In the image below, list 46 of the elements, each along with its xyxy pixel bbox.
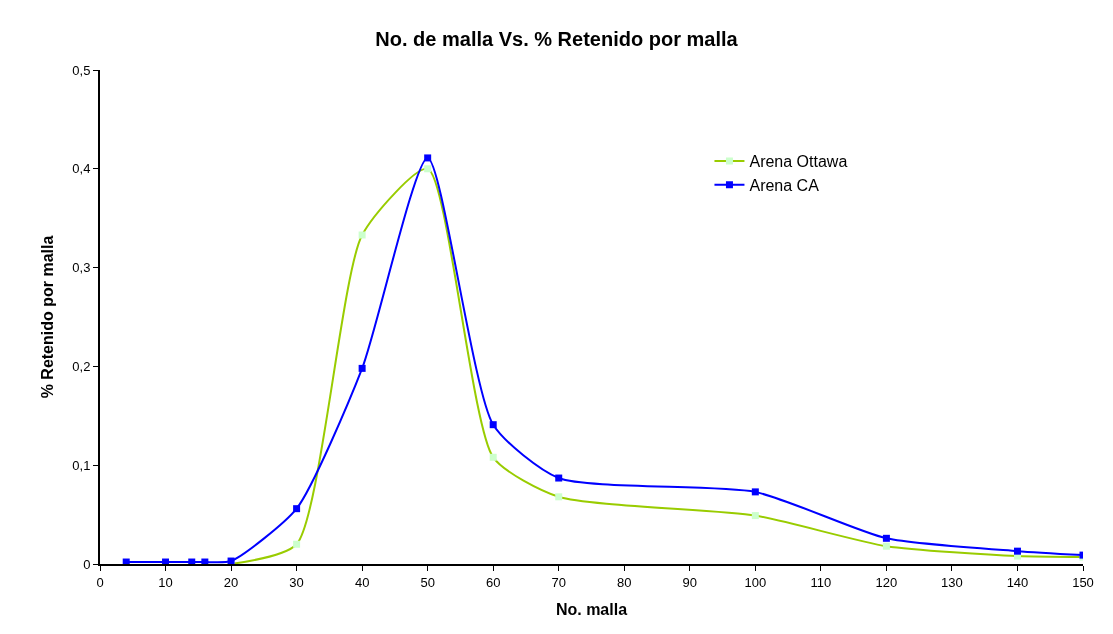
point xyxy=(293,505,301,513)
legend-label: Arena Ottawa xyxy=(749,153,848,171)
x-tick-label: 130 xyxy=(941,574,963,590)
y-tick-label: 0,3 xyxy=(72,260,91,276)
y-tick-label: 0,2 xyxy=(72,358,91,374)
x-axis-title: No. malla xyxy=(555,600,628,618)
point xyxy=(751,512,759,520)
point xyxy=(358,364,366,372)
point xyxy=(489,453,497,461)
x-tick-label: 70 xyxy=(551,574,566,590)
point xyxy=(1013,547,1021,555)
point xyxy=(162,558,170,564)
point xyxy=(751,488,759,496)
point xyxy=(489,421,497,429)
point xyxy=(358,231,366,239)
y-tick-label: 0,5 xyxy=(72,62,91,78)
x-tick-label: 110 xyxy=(810,574,832,590)
x-tick-label: 40 xyxy=(354,574,370,590)
point xyxy=(882,534,890,542)
point xyxy=(293,540,301,548)
point xyxy=(122,558,130,564)
point xyxy=(424,154,432,162)
y-tick-label: 0,4 xyxy=(72,161,91,177)
point xyxy=(882,542,890,550)
x-tick-label: 120 xyxy=(875,574,898,590)
point xyxy=(424,165,432,173)
x-tick-label: 80 xyxy=(617,574,632,590)
x-tick-label: 150 xyxy=(1072,574,1094,590)
y-axis-title: % Retenido por malla xyxy=(38,235,56,399)
x-tick-label: 0 xyxy=(96,574,104,590)
x-tick-label: 140 xyxy=(1006,574,1029,590)
legend-label: Arena CA xyxy=(749,177,820,195)
point xyxy=(555,474,563,482)
x-tick-label: 10 xyxy=(158,574,173,590)
chart-title: No. de malla Vs. % Retenido por malla xyxy=(375,27,739,50)
point xyxy=(188,558,196,564)
x-tick-label: 30 xyxy=(289,574,304,590)
x-tick-label: 20 xyxy=(223,574,239,590)
x-tick-label: 90 xyxy=(682,574,698,590)
y-tick-label: 0 xyxy=(83,556,91,572)
y-tick-label: 0,1 xyxy=(72,457,91,473)
x-tick-label: 60 xyxy=(485,574,501,590)
point xyxy=(555,493,563,501)
x-tick-label: 50 xyxy=(420,574,435,590)
x-tick-label: 100 xyxy=(744,574,767,590)
point xyxy=(201,558,209,564)
